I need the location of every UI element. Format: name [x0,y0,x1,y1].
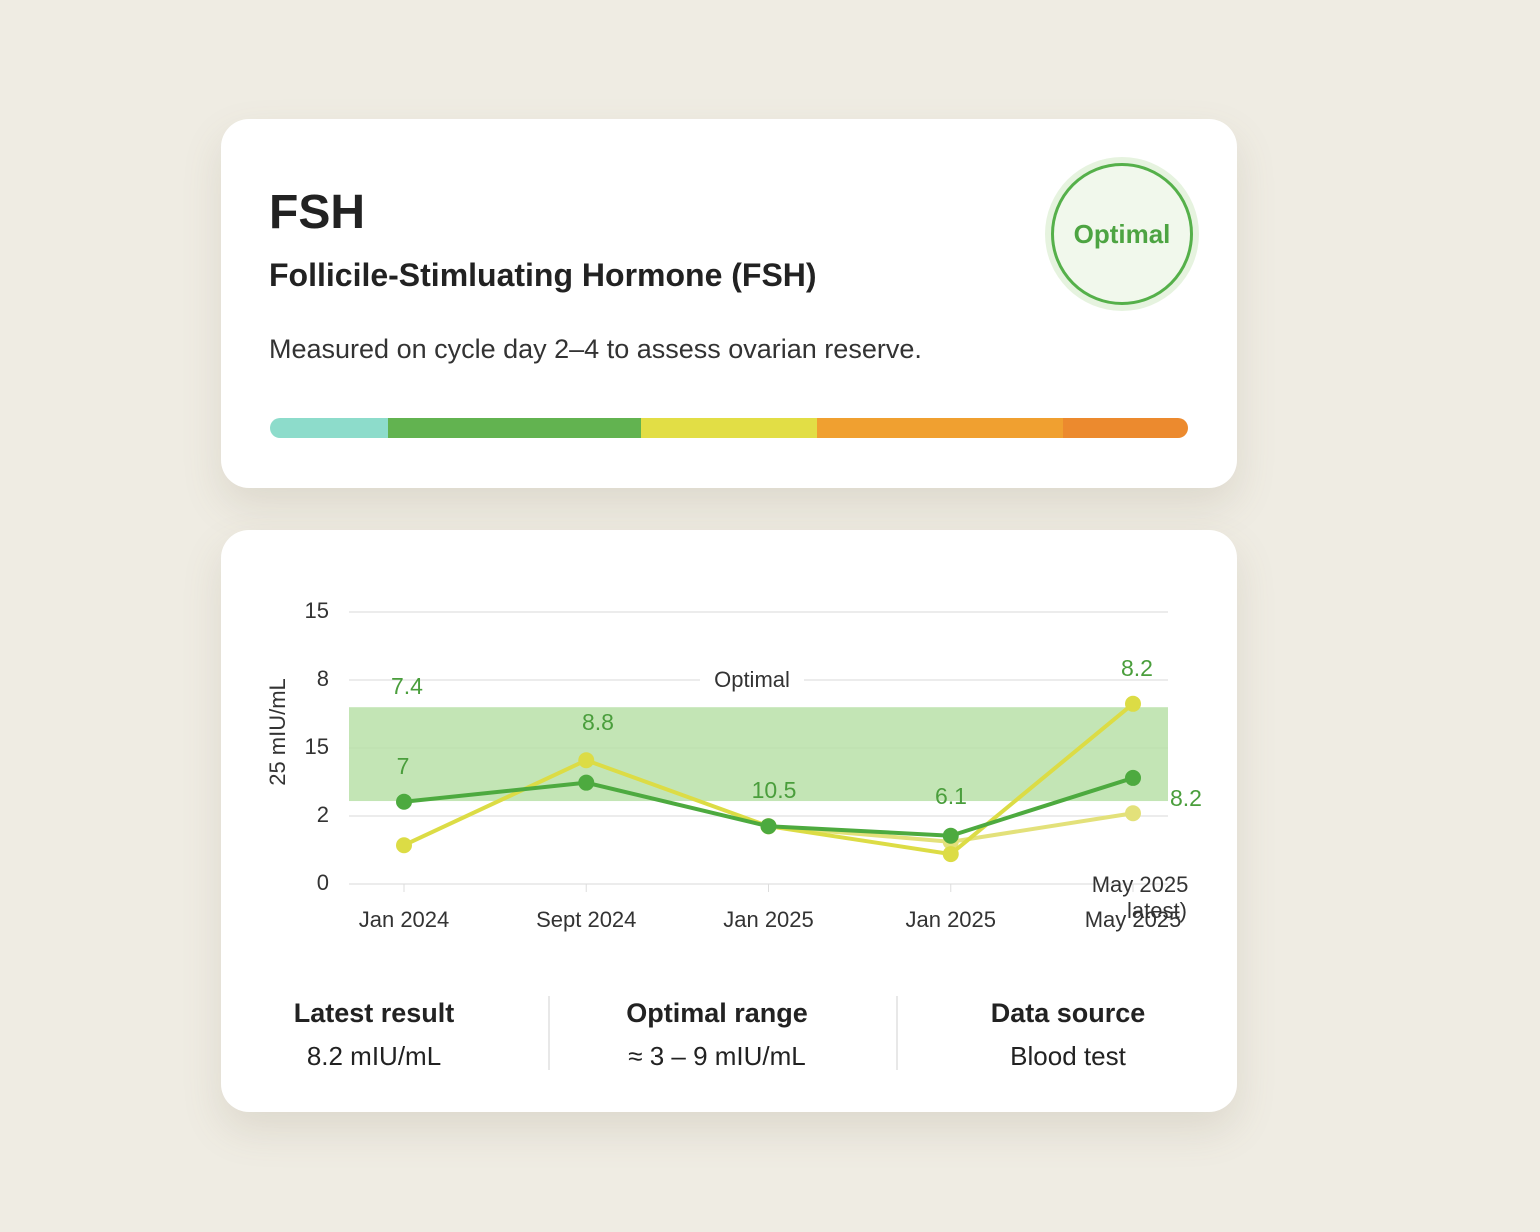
x-tick-label: May 2025 [1085,907,1182,932]
stat-value: Blood test [1010,1041,1126,1071]
x-tick-label: Jan 2025 [905,907,996,932]
range-segment [817,418,1063,438]
summary-card: FSH Follicile-Stimluating Hormone (FSH) … [221,119,1237,488]
data-point [578,752,595,769]
data-point [396,837,412,854]
y-tick-label: 8 [317,666,329,691]
stat-label: Optimal range [626,998,808,1028]
data-point [760,818,777,835]
y-tick-label: 15 [305,734,329,759]
y-tick-label: 15 [305,598,329,623]
data-label: 10.5 [752,777,797,803]
stat-label: Data source [990,998,1146,1028]
divider [548,996,550,1070]
subtitle: Follicile-Stimluating Hormone (FSH) [269,257,817,293]
stat-label: Latest result [293,998,455,1028]
data-label: 6.1 [935,783,967,809]
data-point [942,846,959,863]
data-label: 8.2 [1170,785,1202,811]
range-segment [1063,418,1188,438]
stat-value: ≈ 3 – 9 mIU/mL [628,1041,806,1071]
data-point [1125,805,1141,822]
range-bar [270,418,1188,438]
chart-card: 25 mIU/mL 0 2 15 8 15 Optimal Jan 2024 Sept 2024… [221,530,1237,1112]
status-badge: Optimal [1051,163,1193,305]
range-segment [388,418,641,438]
axis-note: latest) [1127,898,1187,923]
y-axis-label: 25 mIU/mL [265,678,290,786]
description: Measured on cycle day 2–4 to assess ovar… [269,334,922,364]
divider [896,996,898,1070]
data-point [578,774,595,791]
chart: 25 mIU/mL 0 2 15 8 15 Optimal Jan 2024 Sept 2024… [265,598,1202,932]
data-point [1125,695,1141,712]
data-label: 8.2 [1121,655,1153,681]
range-segment [270,418,388,438]
data-label: 8.8 [582,709,614,735]
data-label: 7.4 [391,673,423,699]
y-tick-label: 2 [317,802,329,827]
data-point [1125,769,1141,786]
band-label: Optimal [714,667,790,692]
y-tick-label: 0 [317,870,329,895]
stat-value: 8.2 mIU/mL [306,1041,442,1071]
data-point [396,793,412,810]
x-tick-label: Jan 2024 [359,907,450,932]
title: FSH [269,186,365,239]
range-segment [641,418,817,438]
x-tick-label: Sept 2024 [536,907,636,932]
axis-note: May 2025 [1092,872,1189,897]
band-label-bg [700,667,804,695]
data-point [942,827,959,844]
x-tick-label: Jan 2025 [723,907,814,932]
data-label: 7 [397,753,410,779]
